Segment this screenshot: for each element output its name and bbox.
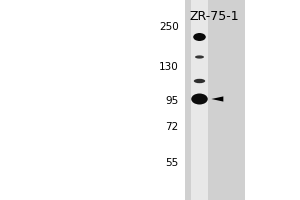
Bar xyxy=(190,0,208,200)
Text: 55: 55 xyxy=(165,158,178,168)
Text: ZR-75-1: ZR-75-1 xyxy=(190,10,239,23)
Text: 72: 72 xyxy=(165,122,178,132)
Ellipse shape xyxy=(193,33,206,41)
Ellipse shape xyxy=(194,79,205,83)
Text: 130: 130 xyxy=(159,62,178,72)
Polygon shape xyxy=(211,96,224,102)
Ellipse shape xyxy=(191,94,208,104)
Text: 250: 250 xyxy=(159,22,178,32)
Ellipse shape xyxy=(195,55,204,59)
Text: 95: 95 xyxy=(165,96,178,106)
Bar xyxy=(184,0,244,200)
